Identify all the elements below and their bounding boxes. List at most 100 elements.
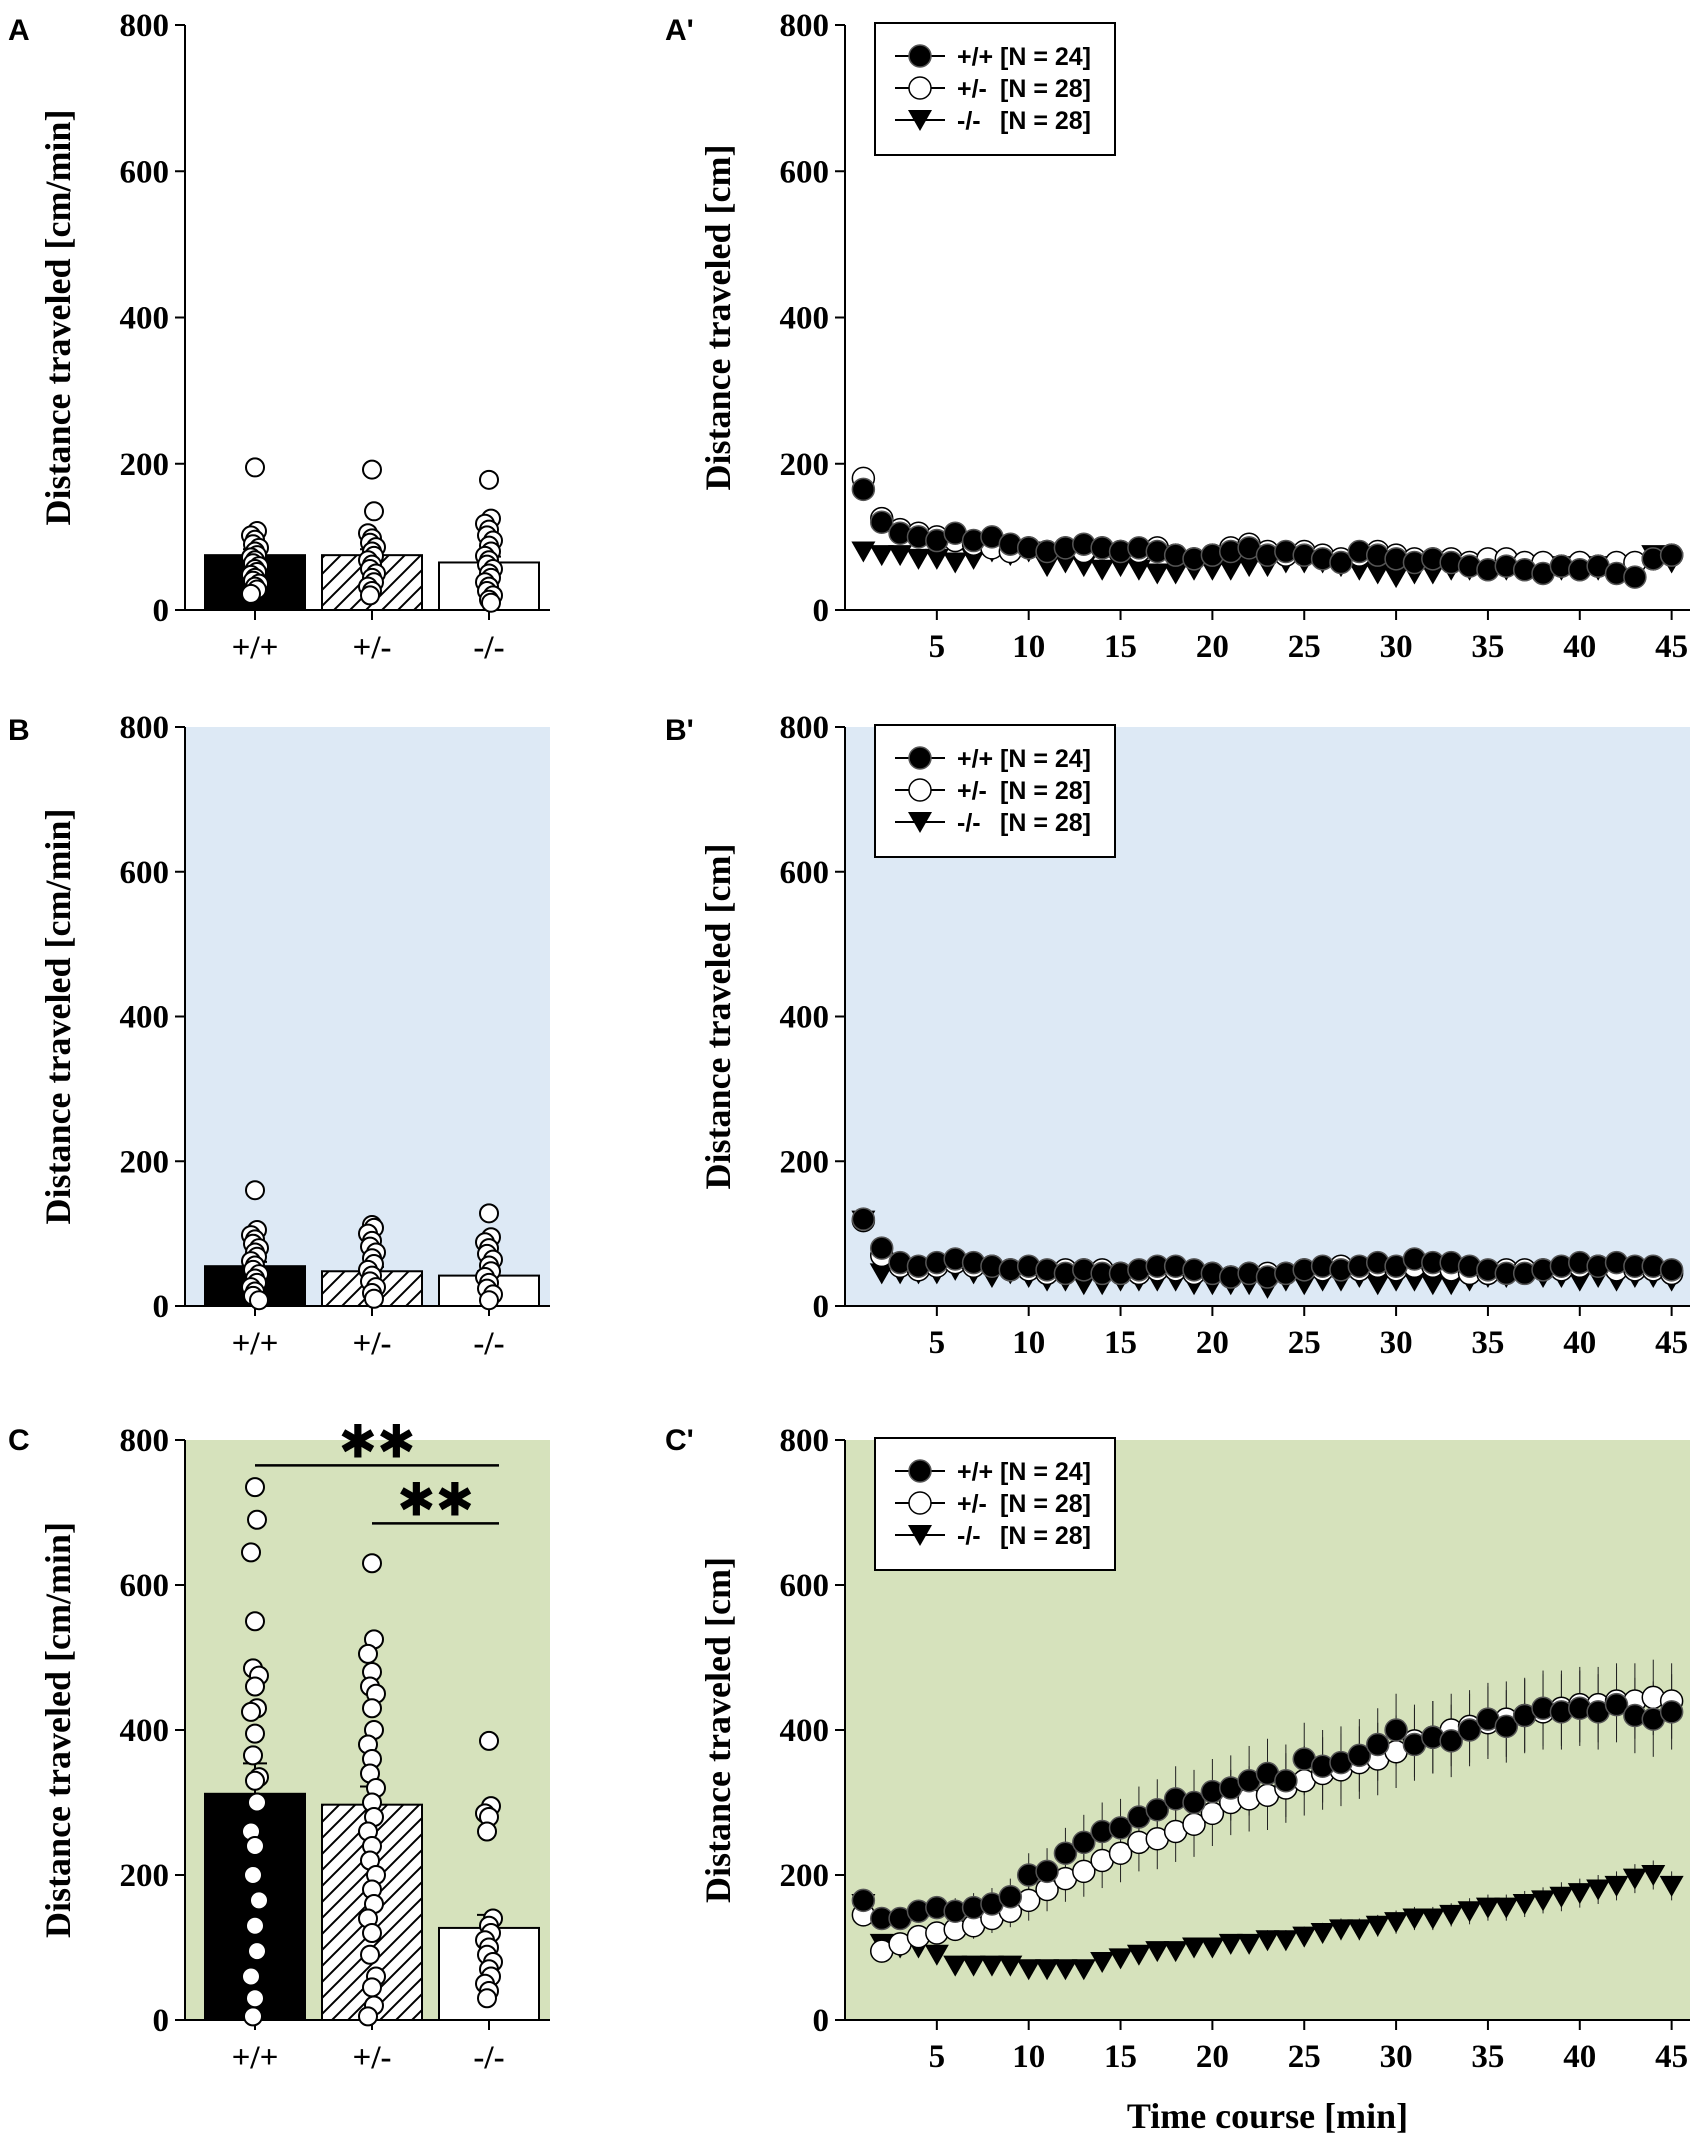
data-point: [362, 1698, 382, 1719]
data-point: [1108, 1841, 1133, 1865]
y-tick-label: 400: [120, 1000, 170, 1036]
data-point: [245, 1770, 265, 1791]
x-tick-label: 5: [929, 1325, 946, 1361]
y-tick-label: 400: [780, 301, 830, 337]
data-point: [241, 1701, 261, 1722]
data-point: [245, 1676, 265, 1697]
data-point: [1126, 1944, 1151, 1966]
data-point: [1218, 1933, 1243, 1955]
data-point: [362, 1553, 382, 1574]
series-+/+: [851, 1692, 1684, 1931]
y-axis-label: Distance traveled [cm/min]: [38, 1522, 78, 1938]
y-tick-label: 800: [780, 1423, 830, 1459]
category-label: +/+: [232, 2040, 279, 2076]
y-tick-label: 200: [120, 1144, 170, 1180]
legend-label: -/-: [957, 1522, 981, 1550]
data-point: [1053, 1959, 1078, 1981]
data-point: [243, 2006, 263, 2027]
legend-label: +/+: [957, 43, 993, 71]
data-point: [360, 585, 380, 606]
data-point: [245, 1988, 265, 2009]
data-point: [245, 1477, 265, 1498]
data-point: [358, 2006, 378, 2027]
x-tick-label: 15: [1104, 629, 1137, 665]
panel-label-B-prime: B': [665, 714, 694, 747]
data-point: [245, 1915, 265, 1936]
x-tick-label: 15: [1104, 2039, 1137, 2075]
y-axis-label: Distance traveled [cm]: [698, 844, 738, 1190]
data-point: [1126, 559, 1151, 581]
series-+/+: [851, 1207, 1684, 1289]
x-tick-label: 5: [929, 629, 946, 665]
y-tick-label: 0: [153, 1289, 170, 1325]
data-point: [1549, 1886, 1574, 1908]
y-tick-label: 600: [120, 1568, 170, 1604]
data-point: [247, 1509, 267, 1530]
data-point: [1035, 1959, 1060, 1981]
panel-label-A: A: [8, 14, 30, 47]
data-point: [1053, 1841, 1078, 1865]
data-point: [1384, 567, 1409, 589]
data-point: [1586, 1879, 1611, 1901]
data-point: [1457, 1901, 1482, 1923]
y-axis-label: Distance traveled [cm]: [698, 1557, 738, 1903]
data-point: [1457, 1718, 1482, 1742]
data-point: [1622, 1868, 1647, 1890]
y-tick-label: 800: [120, 8, 170, 44]
data-point: [961, 1955, 986, 1977]
legend-n-label: [N = 28]: [1000, 777, 1091, 805]
y-tick-label: 200: [120, 1858, 170, 1894]
panel-label-A-prime: A': [665, 14, 694, 47]
data-point: [241, 1542, 261, 1563]
legend-n-label: [N = 24]: [1000, 745, 1091, 773]
data-point: [245, 1723, 265, 1744]
data-point: [1659, 1875, 1684, 1897]
category-label: +/+: [232, 630, 279, 666]
data-point: [362, 1923, 382, 1943]
legend-label: +/+: [957, 745, 993, 773]
x-axis-label: Time course [min]: [1127, 2096, 1408, 2136]
chart-panel-B: 0 200 400 600 800 Distance traveled [cm/min] +…: [38, 710, 550, 1362]
data-point: [1604, 1875, 1629, 1897]
data-point: [1604, 1692, 1629, 1717]
data-point: [245, 1180, 265, 1201]
data-point: [1512, 1894, 1537, 1915]
legend-n-label: [N = 28]: [1000, 75, 1091, 103]
data-point: [1182, 1790, 1206, 1815]
y-tick-label: 800: [120, 710, 170, 746]
data-point: [477, 1988, 497, 2009]
y-tick-label: 600: [780, 1568, 830, 1604]
data-point: [364, 501, 384, 522]
y-tick-label: 200: [120, 447, 170, 483]
legend-label: +/-: [957, 75, 987, 103]
data-point: [1347, 1919, 1372, 1941]
data-point: [851, 1888, 876, 1913]
data-point: [869, 545, 894, 567]
data-point: [851, 477, 876, 502]
y-tick-label: 400: [120, 1713, 170, 1749]
panel-label-B: B: [8, 714, 30, 747]
chart-panel-B-prime: 0 200 400 600 800 Distance traveled [cm] 5 10 15…: [698, 710, 1690, 1361]
data-point: [869, 1263, 894, 1285]
data-point: [1273, 1930, 1298, 1952]
x-tick-label: 35: [1471, 629, 1504, 665]
data-point: [243, 1865, 263, 1885]
x-tick-label: 10: [1012, 629, 1045, 665]
data-point: [943, 552, 968, 574]
data-point: [247, 1792, 267, 1813]
category-label: -/-: [473, 1326, 504, 1362]
y-tick-label: 200: [780, 447, 830, 483]
category-label: +/+: [232, 1326, 279, 1362]
x-tick-label: 40: [1563, 629, 1596, 665]
y-tick-label: 0: [153, 593, 170, 629]
data-point: [1255, 1930, 1280, 1952]
x-tick-label: 30: [1380, 629, 1413, 665]
data-point: [1475, 1897, 1500, 1919]
legend-n-label: [N = 24]: [1000, 43, 1091, 71]
data-point: [245, 457, 265, 478]
legend-label: +/+: [957, 1458, 993, 1486]
y-tick-label: 0: [153, 2003, 170, 2039]
data-point: [364, 1288, 384, 1309]
data-point: [479, 1203, 499, 1224]
